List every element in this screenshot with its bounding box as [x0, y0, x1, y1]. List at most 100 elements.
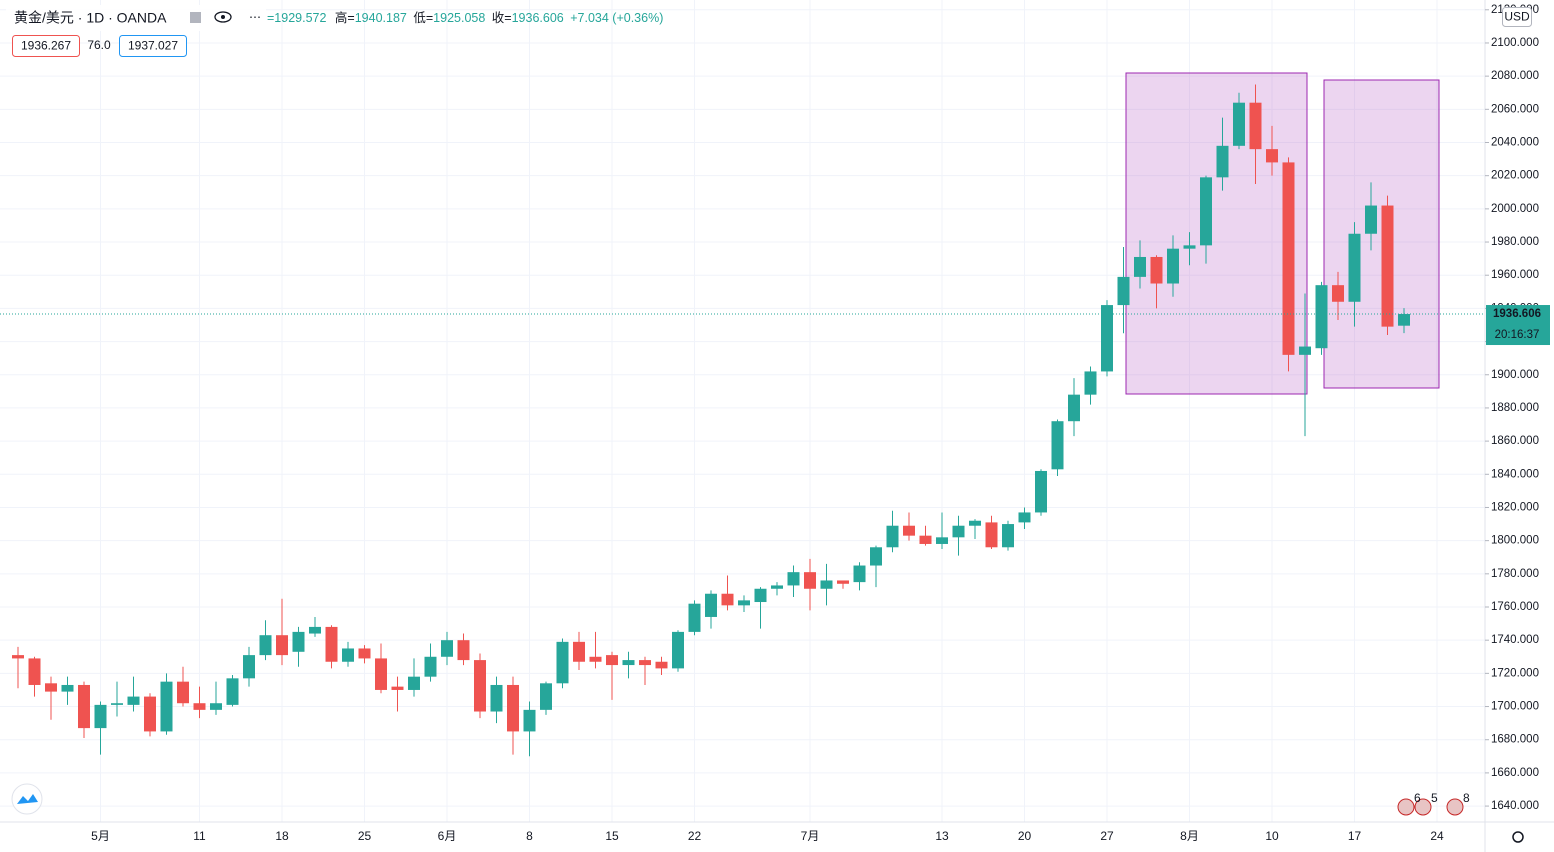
settings-icon[interactable] [1512, 831, 1524, 843]
candle-body [688, 603, 701, 632]
candle-body [193, 703, 206, 710]
candle-body [622, 660, 635, 666]
high-label: 高= [335, 10, 355, 25]
candle-body [952, 525, 965, 538]
candle-body [12, 655, 24, 659]
ask[interactable]: 1937.027 [128, 39, 178, 53]
candle-body [1332, 285, 1344, 302]
candle-body [490, 684, 503, 712]
candle-body [1365, 205, 1377, 234]
candle-body [1233, 102, 1245, 146]
candle-body [1018, 512, 1031, 523]
x-tick-label: 27 [1100, 829, 1114, 843]
candle-body [1183, 245, 1196, 249]
candle-body [870, 547, 882, 566]
candle-body [919, 535, 932, 544]
candle-body [111, 703, 123, 705]
candle-body [573, 641, 585, 662]
y-tick-label: 1760.000 [1491, 601, 1539, 613]
candle-body [787, 572, 800, 586]
y-tick-label: 1740.000 [1491, 634, 1539, 646]
candle-body [804, 572, 816, 589]
x-tick-label: 11 [193, 829, 206, 843]
eye-icon [221, 15, 225, 19]
candle-body [1348, 233, 1361, 302]
x-tick-label: 18 [275, 829, 289, 843]
candle-body [94, 704, 107, 729]
icon[interactable] [190, 12, 201, 23]
candle-body [853, 565, 866, 583]
candle-body [408, 676, 420, 690]
y-tick-label: 2080.000 [1491, 70, 1539, 82]
candle-body [886, 525, 899, 548]
candle-body [309, 626, 321, 634]
candle-body [738, 600, 750, 606]
candle-body [837, 580, 849, 584]
axes: 1640.000 1660.000 1680.000 1700.000 1720.000… [91, 4, 1539, 843]
candle-body [358, 648, 371, 659]
candle-body [292, 631, 305, 652]
event-flag[interactable] [1446, 798, 1464, 816]
low-label: 低= [413, 11, 433, 25]
high-value: 1940.187 [355, 11, 407, 25]
candle-body [606, 655, 618, 666]
price-axis-panel [1485, 0, 1554, 852]
candle-body [820, 580, 833, 589]
x-tick-label: 8月 [1180, 829, 1199, 843]
event-flag[interactable] [1397, 798, 1415, 816]
x-tick-label: 7月 [801, 829, 820, 843]
eye-icon[interactable] [214, 11, 232, 23]
event-flag[interactable] [1414, 798, 1432, 816]
candle-body [672, 631, 684, 669]
candle-body [936, 537, 948, 544]
candle-body [1282, 162, 1295, 355]
y-tick-label: 1640.000 [1491, 800, 1539, 812]
candle-body [78, 684, 90, 729]
candle-body [507, 684, 519, 732]
x-tick-label: 8 [526, 829, 533, 843]
candle-body [705, 593, 717, 617]
x-tick-label: 5月 [91, 829, 110, 843]
x-tick-label: 6月 [438, 829, 457, 843]
candle-body [1381, 205, 1394, 327]
event-count: 5 [1431, 791, 1438, 805]
event-count: 6 [1414, 791, 1421, 805]
more-icon[interactable]: ⋯ [249, 10, 261, 24]
candle-body [639, 660, 651, 666]
candle-body [1150, 256, 1163, 284]
y-tick-label: 2000.000 [1491, 203, 1539, 215]
candle-body [903, 525, 915, 536]
candle-body [1101, 305, 1113, 372]
candle-body [391, 686, 404, 690]
candle-body [556, 641, 569, 684]
candle-body [457, 640, 470, 661]
bid[interactable]: 1936.267 [21, 39, 71, 53]
candle-body [28, 658, 41, 685]
highlight-box[interactable] [1125, 72, 1308, 395]
sell-button[interactable] [12, 35, 80, 57]
candle-body [655, 661, 668, 669]
candle-body [1200, 177, 1212, 246]
currency[interactable]: USD [1504, 10, 1530, 24]
x-tick-label: 25 [358, 829, 372, 843]
time-axis-panel [0, 822, 1485, 852]
candle-body [325, 626, 338, 662]
symbol[interactable]: 黄金/美元 · 1D · OANDA [14, 10, 167, 26]
y-tick-label: 1780.000 [1491, 568, 1539, 580]
candle-body [61, 684, 74, 692]
logo[interactable] [11, 783, 43, 815]
buy-button[interactable] [119, 35, 187, 57]
currency-button[interactable] [1502, 7, 1532, 27]
event-count: 8 [1463, 791, 1470, 805]
close-label: 收= [492, 11, 512, 25]
candle-body [226, 678, 239, 705]
candle-body [1249, 102, 1262, 150]
candle-body [144, 696, 156, 732]
candle-body [127, 696, 140, 705]
y-tick-label: 2020.000 [1491, 170, 1539, 182]
candle-body [1266, 149, 1278, 163]
candle-body [721, 593, 734, 606]
candle-body [1315, 285, 1328, 349]
grid [0, 0, 1485, 822]
candle-body [1117, 276, 1130, 306]
